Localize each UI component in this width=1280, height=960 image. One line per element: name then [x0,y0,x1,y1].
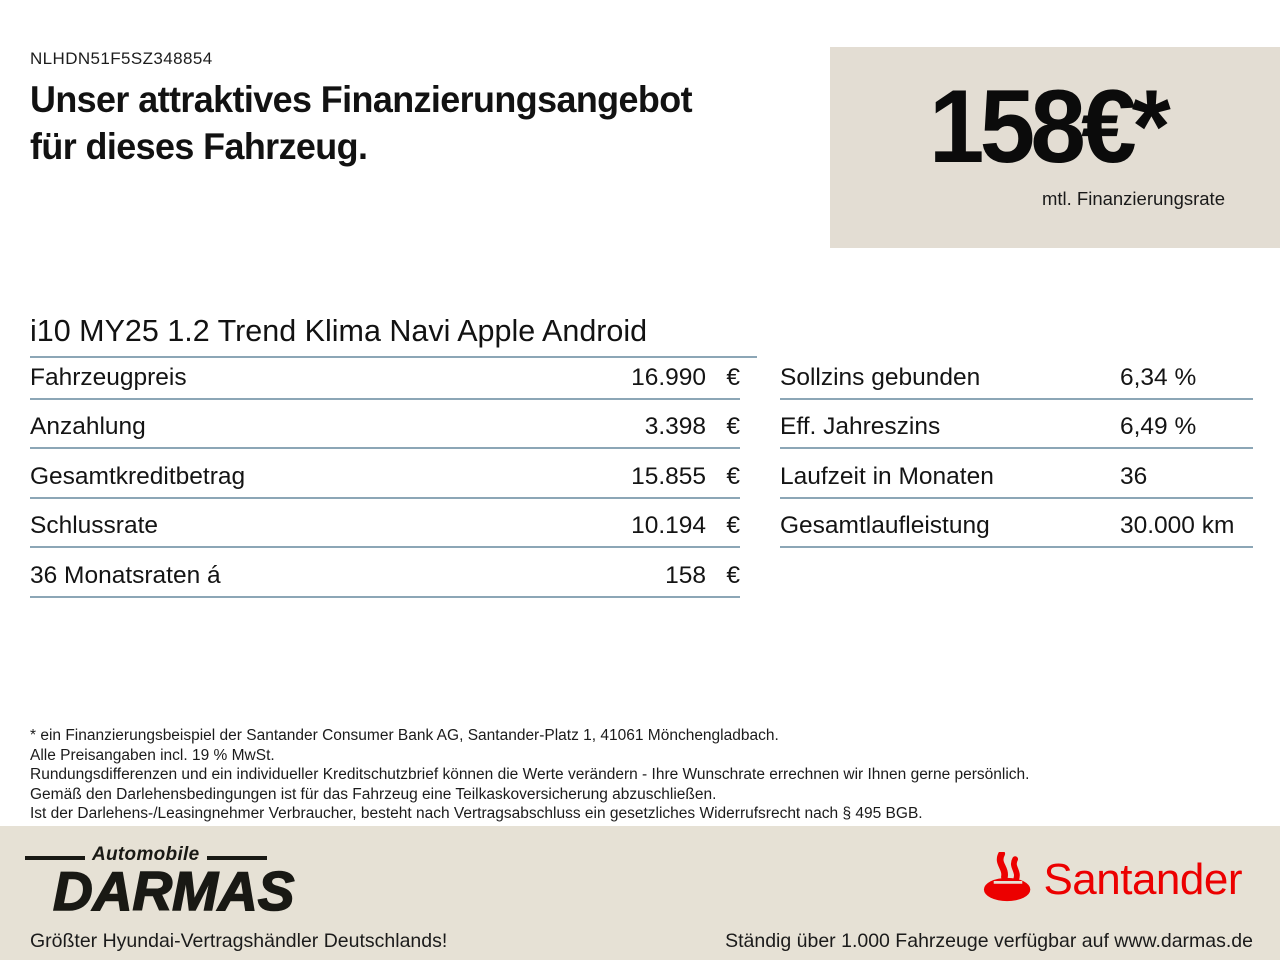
row-unit: € [726,363,740,391]
row-label: Schlussrate [30,512,159,539]
bank-tagline: Ständig über 1.000 Fahrzeuge verfügbar a… [725,930,1253,952]
table-row-empty [780,548,1253,598]
row-value: 3.398 [644,413,706,440]
table-row-monatsraten: 36 Monatsraten á 158 € [30,548,740,598]
footer: Automobile DARMAS Größter Hyundai-Vertra… [0,826,1280,960]
table-row-schlussrate: Schlussrate 10.194 € [30,499,740,548]
row-label: Gesamtkreditbetrag [30,462,246,490]
row-value: 16.990 [631,363,706,391]
disclaimer-line: Gemäß den Darlehensbedingungen ist für d… [30,785,717,803]
santander-logo: Santander [981,850,1242,907]
table-row-sollzins: Sollzins gebunden 6,34 % [780,350,1253,400]
disclaimer-line: Ist der Darlehens-/Leasingnehmer Verbrau… [30,805,923,823]
headline-line-2: für dieses Fahrzeug. [30,126,368,167]
dealer-tagline: Größter Hyundai-Vertragshändler Deutschl… [30,930,448,952]
row-value: 15.855 [631,462,706,490]
table-row-gesamtkreditbetrag: Gesamtkreditbetrag 15.855 € [30,449,740,499]
darmas-wordmark: DARMAS [52,860,295,922]
row-label: Anzahlung [30,413,146,440]
automobile-label: Automobile [92,844,200,865]
table-row-laufzeit: Laufzeit in Monaten 36 [780,449,1253,499]
table-row-fahrzeugpreis: Fahrzeugpreis 16.990 € [30,350,740,400]
finance-table: Fahrzeugpreis 16.990 € Sollzins gebunden … [30,350,1253,598]
row-label: 36 Monatsraten á [30,561,221,589]
row-unit: € [726,512,740,539]
row-value: 36 [1120,462,1148,490]
santander-wordmark: Santander [1043,854,1242,904]
row-value: 6,49 % [1120,413,1197,440]
row-label: Eff. Jahreszins [780,413,941,440]
headline-line-1: Unser attraktives Finanzierungsangebot [30,79,693,120]
table-row-anzahlung: Anzahlung 3.398 € [30,400,740,449]
row-label: Sollzins gebunden [780,363,981,391]
vehicle-title: i10 MY25 1.2 Trend Klima Navi Apple Andr… [30,314,757,358]
disclaimer-line: Alle Preisangaben incl. 19 % MwSt. [30,746,275,764]
table-row-gesamtlaufleistung: Gesamtlaufleistung 30.000 km [780,499,1253,548]
logo-rule-left [25,856,85,860]
row-unit: € [726,462,740,490]
row-label: Fahrzeugpreis [30,363,187,391]
row-label: Gesamtlaufleistung [780,512,990,539]
santander-flame-icon [981,850,1035,907]
page-title: Unser attraktives Finanzierungsangebot f… [30,76,693,170]
vin-text: NLHDN51F5SZ348854 [30,49,213,68]
darmas-logo: Automobile DARMAS [25,844,295,922]
row-value: 6,34 % [1120,363,1197,391]
monthly-rate-value: 158€* [929,69,1171,185]
disclaimer-line: * ein Finanzierungsbeispiel der Santande… [30,727,779,744]
logo-rule-right [206,856,267,860]
disclaimer: * ein Finanzierungsbeispiel der Santande… [30,726,1029,824]
disclaimer-line: Rundungsdifferenzen und ein individuelle… [30,766,1030,784]
row-value: 158 [665,561,706,589]
row-value: 30.000 km [1120,512,1235,539]
row-unit: € [726,413,740,440]
row-value: 10.194 [631,512,706,539]
monthly-rate-box: 158€* mtl. Finanzierungsrate [830,47,1280,248]
row-unit: € [726,561,740,589]
monthly-rate-label: mtl. Finanzierungsrate [1041,188,1225,210]
row-label: Laufzeit in Monaten [780,462,994,490]
table-row-jahreszins: Eff. Jahreszins 6,49 % [780,400,1253,449]
